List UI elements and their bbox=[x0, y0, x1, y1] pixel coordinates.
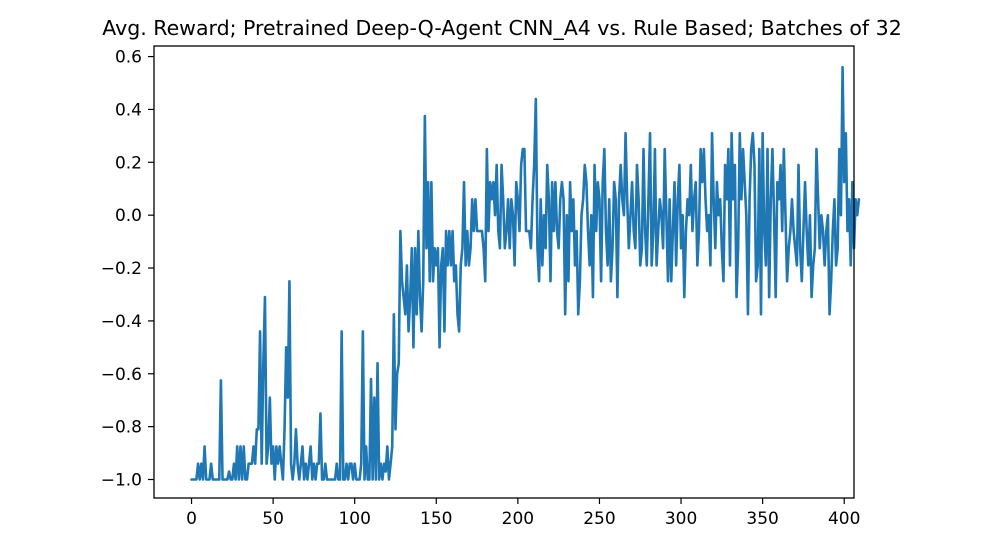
y-tick-label: −0.6 bbox=[101, 365, 142, 385]
y-tick-label: −0.4 bbox=[101, 312, 142, 332]
x-tick-label: 200 bbox=[502, 509, 534, 529]
x-tick-label: 300 bbox=[665, 509, 697, 529]
x-tick-label: 400 bbox=[828, 509, 860, 529]
series-line-0 bbox=[190, 65, 861, 481]
x-tick-label: 150 bbox=[420, 509, 452, 529]
y-tick-label: 0.2 bbox=[115, 153, 142, 173]
x-tick-label: 250 bbox=[583, 509, 615, 529]
y-tick-label: −0.8 bbox=[101, 418, 142, 438]
plot-frame bbox=[153, 45, 855, 499]
x-axis: 0 50 100 150 200 250 300 350 400 bbox=[186, 498, 860, 529]
y-tick-label: −1.0 bbox=[101, 470, 142, 490]
chart-title: Avg. Reward; Pretrained Deep-Q-Agent CNN… bbox=[102, 16, 902, 41]
x-tick-label: 350 bbox=[746, 509, 778, 529]
y-tick-label: 0.6 bbox=[115, 48, 142, 68]
y-tick-label: 0.4 bbox=[115, 100, 142, 120]
x-tick-label: 0 bbox=[186, 509, 197, 529]
x-tick-label: 50 bbox=[262, 509, 284, 529]
y-axis: −1.0 −0.8 −0.6 −0.4 −0.2 0.0 0.2 0.4 0.6 bbox=[101, 48, 154, 490]
series-layer bbox=[190, 65, 861, 481]
y-tick-label: 0.0 bbox=[115, 206, 142, 226]
y-tick-label: −0.2 bbox=[101, 259, 142, 279]
x-tick-label: 100 bbox=[338, 509, 370, 529]
